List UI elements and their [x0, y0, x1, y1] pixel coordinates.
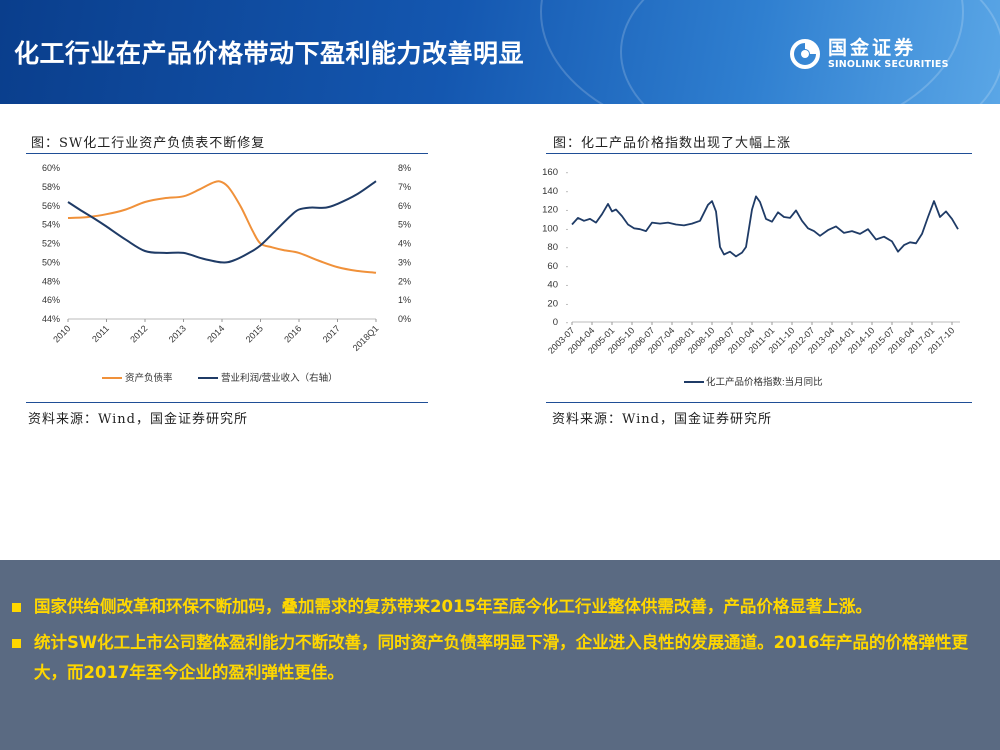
x-tick-label: 2018Q1 — [351, 323, 381, 353]
right-chart-svg: 160 -140 -120 -100 -80 -60 -40 -20 -0 -2003-07200… — [542, 167, 960, 388]
y-left-tick-label: 44% — [42, 314, 60, 324]
x-tick-label: 2010 — [51, 323, 72, 344]
y-tick-label: 20 — [547, 298, 558, 309]
y-tick-label: 60 — [547, 261, 558, 272]
y-right-tick-label: 3% — [398, 257, 411, 267]
y-right-tick-label: 4% — [398, 239, 411, 249]
y-tick-dash: - — [566, 318, 569, 327]
left-chart-source: 资料来源：Wind，国金证券研究所 — [28, 412, 248, 427]
right-title-rule — [546, 153, 972, 154]
right-chart-source: 资料来源：Wind，国金证券研究所 — [552, 412, 772, 427]
legend-label: 化工产品价格指数:当月同比 — [706, 376, 823, 388]
y-right-tick-label: 5% — [398, 220, 411, 230]
y-tick-dash: - — [566, 243, 569, 252]
y-left-tick-label: 46% — [42, 295, 60, 305]
y-left-tick-label: 52% — [42, 239, 60, 249]
y-tick-dash: - — [566, 206, 569, 215]
y-left-tick-label: 60% — [42, 163, 60, 173]
y-right-tick-label: 2% — [398, 276, 411, 286]
page-title: 化工行业在产品价格带动下盈利能力改善明显 — [14, 39, 525, 68]
y-tick-label: 100 — [542, 223, 558, 234]
legend-label: 营业利润/营业收入（右轴） — [221, 372, 338, 384]
y-tick-label: 80 — [547, 242, 558, 253]
summary-bullet-text: 统计SW化工上市公司整体盈利能力不断改善，同时资产负债率明显下滑，企业进入良性的… — [34, 633, 969, 682]
summary-bullet-text: 国家供给侧改革和环保不断加码，叠加需求的复苏带来2015年至底今化工行业整体供需… — [34, 597, 872, 616]
left-title-rule — [26, 153, 428, 154]
summary-bullet: 统计SW化工上市公司整体盈利能力不断改善，同时资产负债率明显下滑，企业进入良性的… — [12, 628, 987, 688]
y-tick-dash: - — [566, 187, 569, 196]
y-right-tick-label: 8% — [398, 163, 411, 173]
logo-english-name: SINOLINK SECURITIES — [828, 59, 949, 70]
y-tick-dash: - — [566, 262, 569, 271]
header-banner: 化工行业在产品价格带动下盈利能力改善明显 国金证券 SINOLINK SECUR… — [0, 0, 1000, 104]
y-tick-label: 0 — [553, 317, 558, 328]
y-right-tick-label: 0% — [398, 314, 411, 324]
y-left-tick-label: 58% — [42, 182, 60, 192]
banner-swirl-decoration — [620, 0, 1000, 104]
y-tick-dash: - — [566, 281, 569, 290]
y-left-tick-label: 56% — [42, 201, 60, 211]
summary-panel: 国家供给侧改革和环保不断加码，叠加需求的复苏带来2015年至底今化工行业整体供需… — [0, 560, 1000, 750]
sinolink-logo: 国金证券 SINOLINK SECURITIES — [790, 30, 990, 78]
y-right-tick-label: 7% — [398, 182, 411, 192]
y-left-tick-label: 48% — [42, 276, 60, 286]
y-tick-dash: - — [566, 168, 569, 177]
y-tick-label: 40 — [547, 280, 558, 291]
left-source-rule — [26, 402, 428, 403]
y-tick-dash: - — [566, 299, 569, 308]
x-tick-label: 2017 — [321, 323, 342, 344]
y-tick-label: 120 — [542, 205, 558, 216]
left-chart-svg: 60% 58% 56% 54% 52% 50% 48% 46% 44% 8% 7% 6% 5% 4% 3% 2… — [42, 163, 411, 384]
x-tick-label: 2015 — [244, 323, 265, 344]
y-tick-label: 140 — [542, 186, 558, 197]
y-left-tick-label: 50% — [42, 257, 60, 267]
sinolink-logo-icon — [790, 39, 820, 69]
logo-chinese-name: 国金证券 — [828, 37, 917, 59]
series-line-operating-margin — [67, 180, 377, 264]
x-tick-label: 2013 — [167, 323, 188, 344]
bullet-square-icon — [12, 603, 21, 612]
bullet-square-icon — [12, 639, 21, 648]
x-tick-label: 2016 — [282, 323, 303, 344]
y-left-tick-label: 54% — [42, 220, 60, 230]
left-chart-title: 图：SW化工行业资产负债表不断修复 — [31, 136, 266, 151]
series-line-debt-ratio — [67, 180, 377, 274]
x-tick-label: 2011 — [90, 323, 111, 344]
x-tick-label: 2014 — [205, 323, 226, 344]
summary-bullet: 国家供给侧改革和环保不断加码，叠加需求的复苏带来2015年至底今化工行业整体供需… — [12, 592, 997, 622]
legend-label: 资产负债率 — [125, 372, 173, 384]
y-right-tick-label: 6% — [398, 201, 411, 211]
right-source-rule — [546, 402, 972, 403]
y-tick-label: 160 — [542, 167, 558, 178]
y-right-tick-label: 1% — [398, 295, 411, 305]
y-tick-dash: - — [566, 224, 569, 233]
x-tick-label: 2012 — [128, 323, 149, 344]
right-chart-title: 图：化工产品价格指数出现了大幅上涨 — [553, 136, 792, 151]
series-line-price-index — [571, 195, 959, 258]
